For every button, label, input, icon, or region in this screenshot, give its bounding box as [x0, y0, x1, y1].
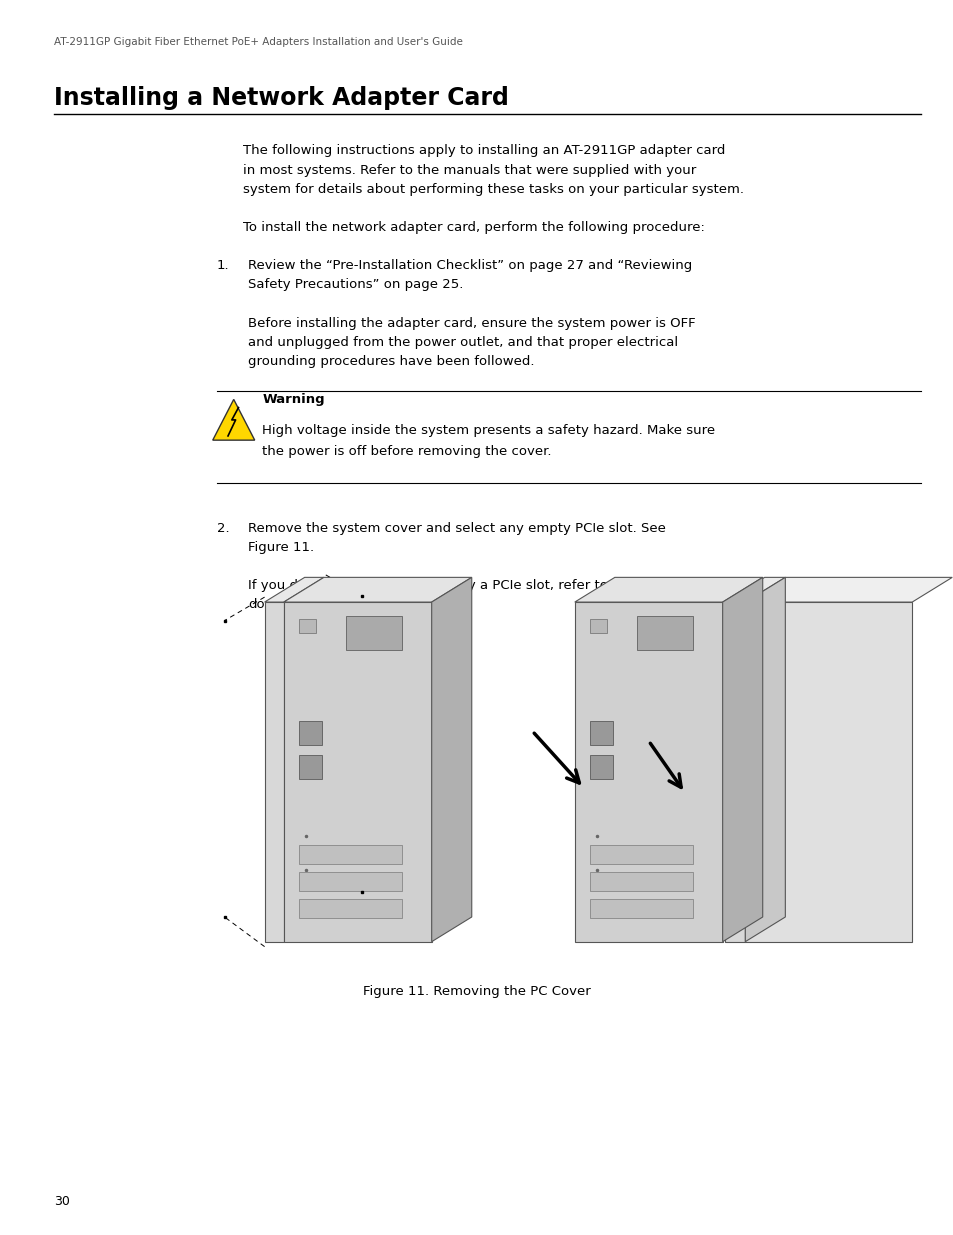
FancyBboxPatch shape [637, 616, 692, 650]
FancyBboxPatch shape [589, 899, 692, 918]
Text: Figure 11.: Figure 11. [248, 541, 314, 553]
FancyBboxPatch shape [298, 619, 316, 632]
FancyBboxPatch shape [346, 616, 401, 650]
Text: and unplugged from the power outlet, and that proper electrical: and unplugged from the power outlet, and… [248, 336, 678, 350]
Polygon shape [213, 399, 254, 440]
Text: 30: 30 [54, 1194, 71, 1208]
Polygon shape [264, 603, 283, 941]
Text: 2.: 2. [216, 521, 229, 535]
FancyBboxPatch shape [574, 603, 722, 941]
FancyBboxPatch shape [589, 872, 692, 890]
Text: in most systems. Refer to the manuals that were supplied with your: in most systems. Refer to the manuals th… [243, 164, 696, 177]
Text: Before installing the adapter card, ensure the system power is OFF: Before installing the adapter card, ensu… [248, 317, 695, 330]
FancyBboxPatch shape [298, 721, 322, 745]
Text: system for details about performing these tasks on your particular system.: system for details about performing thes… [243, 183, 743, 196]
Polygon shape [724, 578, 784, 603]
Text: To install the network adapter card, perform the following procedure:: To install the network adapter card, per… [243, 221, 704, 235]
Polygon shape [574, 578, 762, 603]
FancyBboxPatch shape [298, 755, 322, 779]
Text: Review the “Pre-Installation Checklist” on page 27 and “Reviewing: Review the “Pre-Installation Checklist” … [248, 259, 692, 273]
Polygon shape [744, 578, 951, 603]
Text: Safety Precautions” on page 25.: Safety Precautions” on page 25. [248, 279, 463, 291]
Polygon shape [724, 603, 744, 941]
Text: grounding procedures have been followed.: grounding procedures have been followed. [248, 356, 534, 368]
FancyBboxPatch shape [298, 899, 401, 918]
FancyBboxPatch shape [298, 872, 401, 890]
Text: Installing a Network Adapter Card: Installing a Network Adapter Card [54, 86, 509, 110]
Polygon shape [431, 578, 471, 941]
Polygon shape [744, 578, 784, 941]
Text: the power is off before removing the cover.: the power is off before removing the cov… [262, 445, 551, 458]
FancyBboxPatch shape [589, 845, 692, 863]
Polygon shape [283, 578, 471, 603]
Text: Warning: Warning [262, 394, 325, 406]
Text: AT-2911GP Gigabit Fiber Ethernet PoE+ Adapters Installation and User's Guide: AT-2911GP Gigabit Fiber Ethernet PoE+ Ad… [54, 37, 463, 47]
Polygon shape [264, 578, 323, 603]
Text: Figure 11. Removing the PC Cover: Figure 11. Removing the PC Cover [363, 986, 590, 998]
Text: The following instructions apply to installing an AT-2911GP adapter card: The following instructions apply to inst… [243, 144, 725, 158]
FancyBboxPatch shape [589, 721, 613, 745]
FancyBboxPatch shape [283, 603, 431, 941]
FancyBboxPatch shape [589, 755, 613, 779]
Text: 1.: 1. [216, 259, 229, 273]
Text: documentation.: documentation. [248, 598, 353, 611]
Polygon shape [722, 578, 762, 941]
FancyBboxPatch shape [298, 845, 401, 863]
Polygon shape [744, 603, 911, 941]
Text: High voltage inside the system presents a safety hazard. Make sure: High voltage inside the system presents … [262, 424, 715, 437]
Text: If you do not know how to identify a PCIe slot, refer to your system: If you do not know how to identify a PCI… [248, 579, 694, 592]
FancyBboxPatch shape [589, 619, 607, 632]
Text: Remove the system cover and select any empty PCIe slot. See: Remove the system cover and select any e… [248, 521, 665, 535]
